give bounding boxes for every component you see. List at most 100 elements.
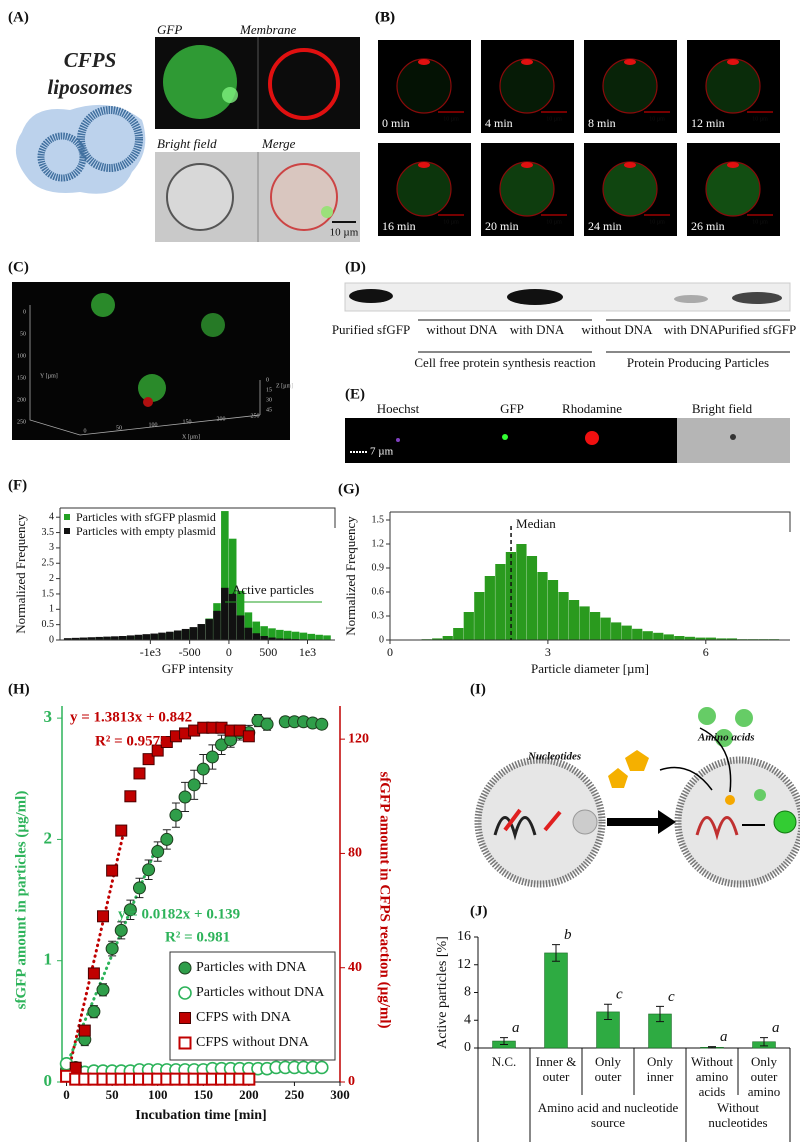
panel-label: (H): [8, 681, 30, 697]
data-point: [106, 864, 119, 877]
brightfield-liposome: [166, 163, 234, 231]
panel-label: (D): [345, 259, 366, 275]
significance-letter: b: [564, 927, 572, 943]
c-tick: 30: [266, 397, 272, 403]
category-label-box: Without amino acids: [691, 1054, 733, 1099]
histogram-bar: [684, 636, 695, 640]
x-tick-label: -1e3: [140, 645, 161, 659]
histogram-bar: [632, 628, 643, 640]
image-label: Bright field: [157, 136, 217, 151]
data-point: [115, 824, 128, 837]
histogram-bar: [442, 636, 453, 640]
x-tick-label: 500: [259, 645, 277, 659]
histogram-bar: [299, 632, 308, 640]
liposome: [77, 106, 143, 172]
y-tick-label: 0: [44, 1071, 53, 1090]
image-label: Membrane: [239, 22, 297, 37]
data-point: [242, 1072, 256, 1086]
histogram-bar: [142, 634, 151, 640]
protein: [572, 809, 598, 835]
scale-bar-label: 10 µm: [649, 219, 665, 225]
y-axis-title: Active particles [%]: [435, 936, 450, 1049]
category-label-box: Only outer amino acids: [747, 1054, 781, 1102]
y-tick-label: 3: [44, 707, 53, 726]
band: [732, 292, 782, 304]
group-label: Without nucleotides: [708, 1100, 768, 1130]
histogram-bar: [463, 612, 474, 640]
x-tick-label: 150: [194, 1087, 214, 1102]
histogram-bar: [87, 637, 96, 640]
group-label-box: Amino acid and nucleotide source: [538, 1100, 678, 1130]
gfp-spot: [502, 434, 508, 440]
hoechst-spot: [396, 438, 400, 442]
histogram-bar: [705, 637, 717, 640]
histogram-bar: [213, 610, 221, 640]
data-point: [169, 808, 183, 822]
nucleotide: [625, 750, 649, 771]
band: [507, 289, 563, 305]
amino-acids-label: Amino acids: [697, 732, 755, 744]
x-tick-label: 3: [545, 645, 551, 659]
y-tick-label: 1: [49, 604, 54, 615]
histogram-bar: [621, 625, 632, 640]
image-label: Merge: [261, 136, 296, 151]
amino-acid: [735, 709, 753, 727]
data-point: [87, 967, 100, 980]
data-point: [124, 790, 137, 803]
dna: [695, 816, 739, 841]
data-point: [96, 983, 110, 997]
x-tick-label: 0: [63, 1087, 70, 1102]
histogram-bar: [173, 630, 182, 640]
histogram-bar: [474, 592, 485, 640]
y2-tick-label: 120: [348, 731, 369, 746]
x-tick-label: 0: [226, 645, 232, 659]
histogram-bar: [244, 612, 253, 640]
group-label-box: Cell free protein synthesis reaction: [414, 356, 595, 370]
x-tick-label: 250: [285, 1087, 305, 1102]
histogram-bar: [103, 636, 111, 640]
particle: [474, 756, 606, 888]
lane-label: Purified sfGFP: [331, 323, 411, 337]
histogram-bar: [260, 636, 268, 640]
legend-label: Particles with empty plasmid: [76, 524, 216, 538]
histogram-bar: [197, 624, 206, 640]
y-tick-label: 8: [464, 985, 471, 1000]
nucleotide: [725, 795, 735, 805]
data-point: [78, 1024, 91, 1037]
y-tick-label: 2.5: [42, 558, 55, 569]
histogram-bar: [221, 587, 229, 640]
y-tick-label: 4: [464, 1012, 471, 1027]
panel-label: (J): [470, 903, 488, 919]
y-axis-title: Normalized Frequency: [343, 516, 358, 636]
y-tick-label: 4: [49, 512, 54, 523]
histogram-bar: [453, 628, 464, 640]
histogram-bar: [547, 580, 559, 640]
gfp-spot: [222, 87, 238, 103]
legend-label: Particles with DNA: [196, 960, 307, 975]
legend-label: Particles with sfGFP plasmid: [76, 510, 216, 524]
legend-label: CFPS with DNA: [196, 1010, 292, 1025]
histogram-bar: [307, 633, 316, 640]
legend-marker: [178, 1036, 192, 1050]
block: [543, 810, 562, 832]
time-label: 0 min: [382, 116, 410, 130]
legend-marker: [178, 986, 192, 1000]
image-label: GFP: [157, 22, 182, 37]
histogram-bar: [268, 637, 276, 640]
y-tick-label: 1.5: [372, 514, 385, 525]
data-point: [114, 923, 128, 937]
image-strip: [677, 418, 790, 463]
c-tick: 0: [84, 428, 87, 434]
liposome: [499, 58, 555, 114]
scale-bar-label: 10 µm: [752, 219, 768, 225]
micrograph: [687, 40, 780, 133]
y-tick-label: 1: [44, 950, 53, 969]
panel-label: (E): [345, 386, 365, 402]
lane-label-box: without DNA: [581, 323, 652, 337]
dna: [493, 816, 537, 841]
category-label: Only outer amino acids: [747, 1054, 781, 1102]
error-bar: [656, 1005, 664, 1023]
c-tick: 50: [116, 425, 122, 431]
c-tick: 100: [149, 422, 158, 428]
